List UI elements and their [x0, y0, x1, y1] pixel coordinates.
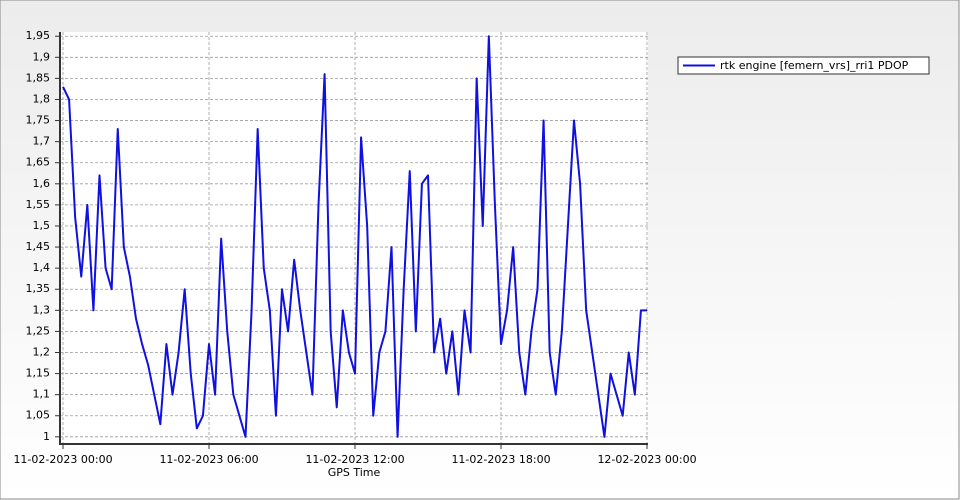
y-tick-label: 1,1: [33, 388, 51, 401]
y-tick-label: 1,85: [26, 71, 51, 84]
y-tick-label: 1,75: [26, 114, 51, 127]
y-tick-label: 1,15: [26, 367, 51, 380]
y-tick-label: 1,65: [26, 156, 51, 169]
x-tick-label: 11-02-2023 06:00: [159, 453, 258, 466]
y-tick-label: 1,95: [26, 29, 51, 42]
y-tick-label: 1,45: [26, 240, 51, 253]
y-tick-label: 1,8: [33, 92, 51, 105]
grid: [60, 32, 648, 444]
y-tick-label: 1: [43, 430, 50, 443]
legend-box: [677, 56, 930, 75]
y-tick-label: 1,9: [33, 50, 51, 63]
x-tick-label: 11-02-2023 12:00: [305, 453, 404, 466]
y-tick-label: 1,4: [33, 261, 51, 274]
y-tick-label: 1,7: [33, 135, 51, 148]
y-tick-label: 1,3: [33, 303, 51, 316]
x-tick-label: 12-02-2023 00:00: [597, 453, 696, 466]
y-tick-label: 1,35: [26, 282, 51, 295]
series: [62, 35, 647, 438]
legend: rtk engine [femern_vrs]_rri1 PDOP: [677, 56, 930, 75]
y-tick-label: 1,05: [26, 409, 51, 422]
legend-label: rtk engine [femern_vrs]_rri1 PDOP: [720, 59, 909, 72]
y-tick-label: 1,5: [33, 219, 51, 232]
y-tick-label: 1,2: [33, 345, 51, 358]
y-tick-label: 1,25: [26, 324, 51, 337]
y-tick-label: 1,6: [33, 177, 51, 190]
plot-area: [60, 32, 648, 444]
x-axis-label: GPS Time: [328, 466, 381, 479]
y-tick-label: 1,55: [26, 198, 51, 211]
x-tick-label: 11-02-2023 18:00: [451, 453, 550, 466]
data-line: [62, 35, 647, 438]
x-tick-label: 11-02-2023 00:00: [13, 453, 112, 466]
